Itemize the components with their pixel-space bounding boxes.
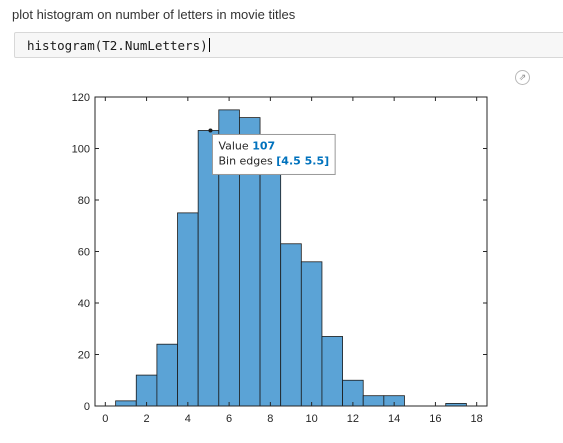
x-tick-label: 10 <box>306 413 318 425</box>
code-text[interactable]: histogram(T2.NumLetters) <box>27 38 210 53</box>
x-tick-label: 0 <box>102 413 108 425</box>
y-tick-label: 20 <box>78 350 90 362</box>
histogram-bar[interactable] <box>177 212 199 407</box>
y-tick-label: 100 <box>72 144 90 156</box>
histogram-bar[interactable] <box>280 243 302 407</box>
x-tick-label: 2 <box>144 413 150 425</box>
histogram-bar[interactable] <box>156 343 178 407</box>
code-statement: histogram(T2.NumLetters) <box>27 38 208 53</box>
x-tick-label: 16 <box>429 413 441 425</box>
x-tick-label: 6 <box>226 413 232 425</box>
datatip-marker[interactable] <box>208 128 213 133</box>
histogram-bar[interactable] <box>321 336 343 407</box>
y-tick-label: 80 <box>78 195 90 207</box>
text-caret <box>208 38 210 52</box>
y-tick-label: 0 <box>84 401 90 413</box>
x-tick-label: 4 <box>185 413 191 425</box>
datatip-value-row: Value 107 <box>218 139 275 152</box>
x-tick-label: 14 <box>388 413 400 425</box>
x-tick-label: 8 <box>267 413 273 425</box>
x-tick-label: 12 <box>347 413 359 425</box>
datatip[interactable]: Value 107 Bin edges [4.5 5.5] <box>208 128 336 175</box>
y-tick-label: 120 <box>72 92 90 104</box>
datatip-value-label: Value <box>218 139 252 152</box>
histogram-bar[interactable] <box>362 395 385 407</box>
histogram-bar[interactable] <box>135 374 158 407</box>
datatip-edges: [4.5 5.5] <box>276 154 329 167</box>
datatip-edges-row: Bin edges [4.5 5.5] <box>218 154 329 167</box>
histogram-bar[interactable] <box>300 261 323 407</box>
code-editor-line[interactable]: histogram(T2.NumLetters) <box>14 32 563 58</box>
datatip-edges-label: Bin edges <box>218 154 276 167</box>
histogram-bar[interactable] <box>259 173 282 407</box>
y-tick-label: 40 <box>78 298 90 310</box>
histogram-bar[interactable] <box>115 400 137 407</box>
export-arrow-icon[interactable]: ⇗ <box>515 70 530 85</box>
y-tick-label: 60 <box>78 247 90 259</box>
datatip-value: 107 <box>252 139 275 152</box>
section-comment: plot histogram on number of letters in m… <box>12 7 296 22</box>
datatip-box <box>211 133 336 175</box>
x-tick-label: 18 <box>471 413 483 425</box>
axis-ticks: 0 2 4 6 8 10 12 14 16 18 0 20 40 60 80 100 120 <box>72 92 487 425</box>
